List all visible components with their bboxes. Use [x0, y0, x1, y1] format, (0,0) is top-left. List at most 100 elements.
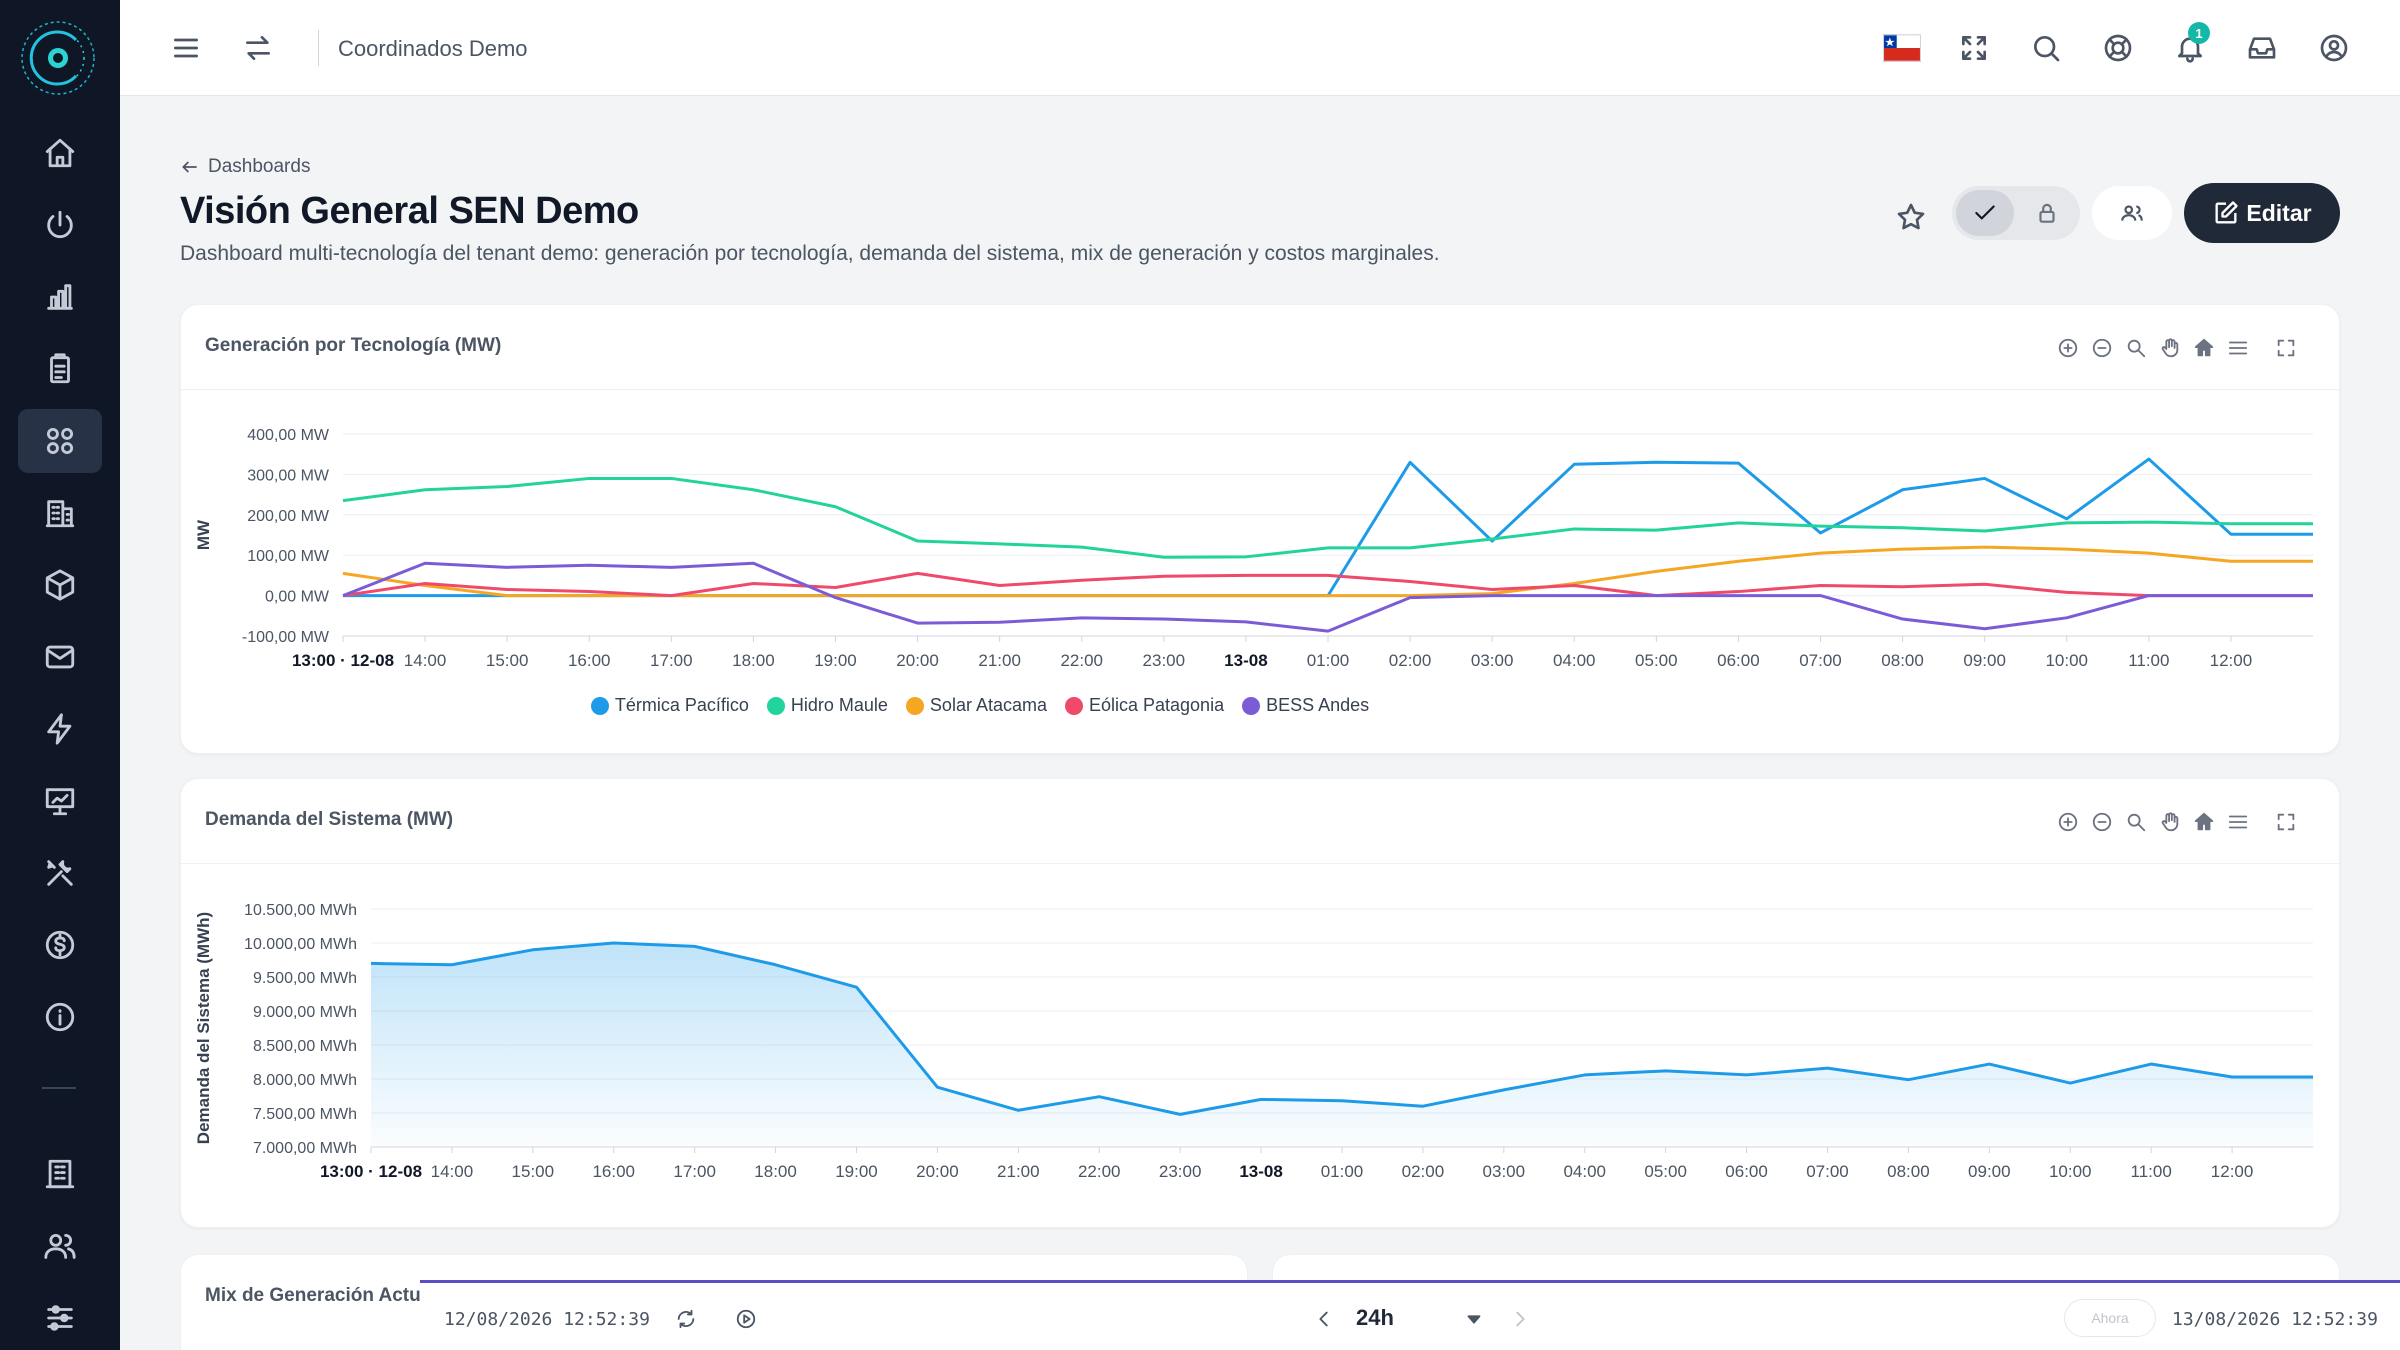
search-icon[interactable] — [2024, 26, 2068, 70]
tenant-title: Coordinados Demo — [338, 36, 528, 61]
zoom-in-icon[interactable] — [2055, 809, 2081, 835]
demand-card: Demanda del Sistema (MW) Demanda del Sis… — [180, 778, 2340, 1228]
legend-item-termica[interactable]: Térmica Pacífico — [590, 695, 749, 716]
y-tick-label: 9.000,00 MWh — [253, 1004, 357, 1021]
mail-icon[interactable] — [18, 625, 102, 689]
home-icon[interactable] — [18, 121, 102, 185]
page-title: Visión General SEN Demo — [180, 190, 639, 232]
sliders-icon[interactable] — [18, 1286, 102, 1350]
x-tick-label: 01:00 — [1307, 651, 1350, 670]
chart-menu-icon[interactable] — [2225, 335, 2251, 361]
clipboard-icon[interactable] — [18, 337, 102, 401]
chart-toolbar — [2055, 809, 2251, 835]
time-range-bar: 12/08/2026 12:52:39 24h Ahora 13/08/2026… — [420, 1280, 2400, 1350]
legend-item-eolica[interactable]: Eólica Patagonia — [1064, 695, 1224, 716]
y-axis-label: Demanda del Sistema (MWh) — [194, 912, 213, 1144]
share-users-button[interactable] — [2092, 186, 2172, 240]
users-share-icon — [2121, 205, 2143, 221]
y-tick-label: 9.500,00 MWh — [253, 970, 357, 987]
zoom-select-icon[interactable] — [2123, 335, 2149, 361]
series-line-demand[interactable] — [370, 941, 2313, 1116]
tools-icon[interactable] — [18, 841, 102, 905]
demand-area — [371, 943, 2313, 1147]
sidebar — [0, 0, 120, 1350]
users-icon[interactable] — [18, 1214, 102, 1278]
zoom-select-icon[interactable] — [2123, 809, 2149, 835]
x-tick-label: 10:00 — [2045, 651, 2088, 670]
legend-dot — [766, 696, 785, 715]
inbox-icon[interactable] — [2240, 26, 2284, 70]
fullscreen-icon[interactable] — [1952, 26, 1996, 70]
pan-hand-icon[interactable] — [2157, 335, 2183, 361]
reset-home-icon[interactable] — [2191, 335, 2217, 361]
dollar-icon[interactable] — [18, 913, 102, 977]
series-line-bess[interactable] — [342, 561, 2313, 633]
x-tick-label: 14:00 — [404, 651, 447, 670]
series-line-eolica[interactable] — [342, 571, 2313, 598]
legend-dot — [905, 696, 924, 715]
x-tick-label: 17:00 — [673, 1162, 716, 1181]
x-tick-label: 09:00 — [1968, 1162, 2011, 1181]
help-lifebuoy-icon[interactable] — [2096, 26, 2140, 70]
legend-label: BESS Andes — [1266, 695, 1370, 715]
series-line-hidro[interactable] — [342, 476, 2313, 559]
breadcrumb[interactable]: Dashboards — [180, 156, 310, 178]
x-tick-label: 21:00 — [997, 1162, 1040, 1181]
expand-icon[interactable] — [2275, 337, 2299, 361]
x-tick-label: 23:00 — [1159, 1162, 1202, 1181]
app-logo[interactable] — [18, 18, 98, 98]
lightning-icon[interactable] — [18, 697, 102, 761]
power-icon[interactable] — [18, 193, 102, 257]
legend-item-bess[interactable]: BESS Andes — [1242, 695, 1369, 716]
publish-lock-toggle[interactable] — [1952, 186, 2080, 240]
zoom-out-icon[interactable] — [2089, 335, 2115, 361]
breadcrumb-dashboards[interactable]: Dashboards — [208, 156, 311, 177]
reset-home-icon[interactable] — [2191, 809, 2217, 835]
check-option[interactable] — [1956, 190, 2014, 236]
caret-down-icon[interactable] — [1460, 1305, 1488, 1333]
refresh-icon[interactable] — [672, 1305, 700, 1333]
chart-menu-icon[interactable] — [2225, 809, 2251, 835]
x-tick-label: 05:00 — [1635, 651, 1678, 670]
range-end-date[interactable]: 13/08/2026 12:52:39 — [2172, 1309, 2378, 1330]
x-tick-label: 02:00 — [1389, 651, 1432, 670]
expand-icon[interactable] — [2275, 811, 2299, 835]
card-divider — [181, 863, 2339, 864]
menu-icon[interactable] — [164, 26, 208, 70]
lock-option[interactable] — [2018, 190, 2076, 236]
chevron-right-icon[interactable] — [1506, 1305, 1534, 1333]
range-start-date[interactable]: 12/08/2026 12:52:39 — [444, 1309, 650, 1330]
zoom-out-icon[interactable] — [2089, 809, 2115, 835]
notifications-bell-icon[interactable]: 1 — [2168, 22, 2212, 70]
switch-arrows-icon[interactable] — [236, 26, 280, 70]
dashboards-grid-icon[interactable] — [18, 409, 102, 473]
chevron-left-icon[interactable] — [1310, 1305, 1338, 1333]
now-button[interactable]: Ahora — [2064, 1299, 2156, 1337]
favorite-star-button[interactable] — [1888, 194, 1934, 240]
presentation-chart-icon[interactable] — [18, 769, 102, 833]
x-tick-label: 20:00 — [896, 651, 939, 670]
topbar: Coordinados Demo 1 — [120, 0, 2400, 96]
range-select[interactable]: 24h — [1356, 1305, 1394, 1330]
chile-flag-icon[interactable] — [1880, 26, 1924, 70]
pan-hand-icon[interactable] — [2157, 809, 2183, 835]
office-building-icon[interactable] — [18, 1142, 102, 1206]
user-account-icon[interactable] — [2312, 26, 2356, 70]
play-icon[interactable] — [732, 1305, 760, 1333]
edit-dashboard-button[interactable]: Editar — [2184, 183, 2340, 243]
y-tick-label: 10.500,00 MWh — [244, 902, 357, 919]
building-icon[interactable] — [18, 481, 102, 545]
legend-item-hidro[interactable]: Hidro Maule — [766, 695, 888, 716]
legend-label: Solar Atacama — [929, 695, 1047, 715]
bar-chart-icon[interactable] — [18, 265, 102, 329]
zoom-in-icon[interactable] — [2055, 335, 2081, 361]
cube-icon[interactable] — [18, 553, 102, 617]
x-tick-label: 04:00 — [1553, 651, 1596, 670]
topbar-divider — [318, 30, 319, 66]
y-axis-label: MW — [194, 519, 213, 550]
sidebar-divider — [42, 1087, 76, 1089]
x-tick-label: 12:00 — [2211, 1162, 2254, 1181]
info-icon[interactable] — [18, 985, 102, 1049]
page-description: Dashboard multi-tecnología del tenant de… — [180, 242, 1440, 265]
legend-item-solar[interactable]: Solar Atacama — [905, 695, 1047, 716]
